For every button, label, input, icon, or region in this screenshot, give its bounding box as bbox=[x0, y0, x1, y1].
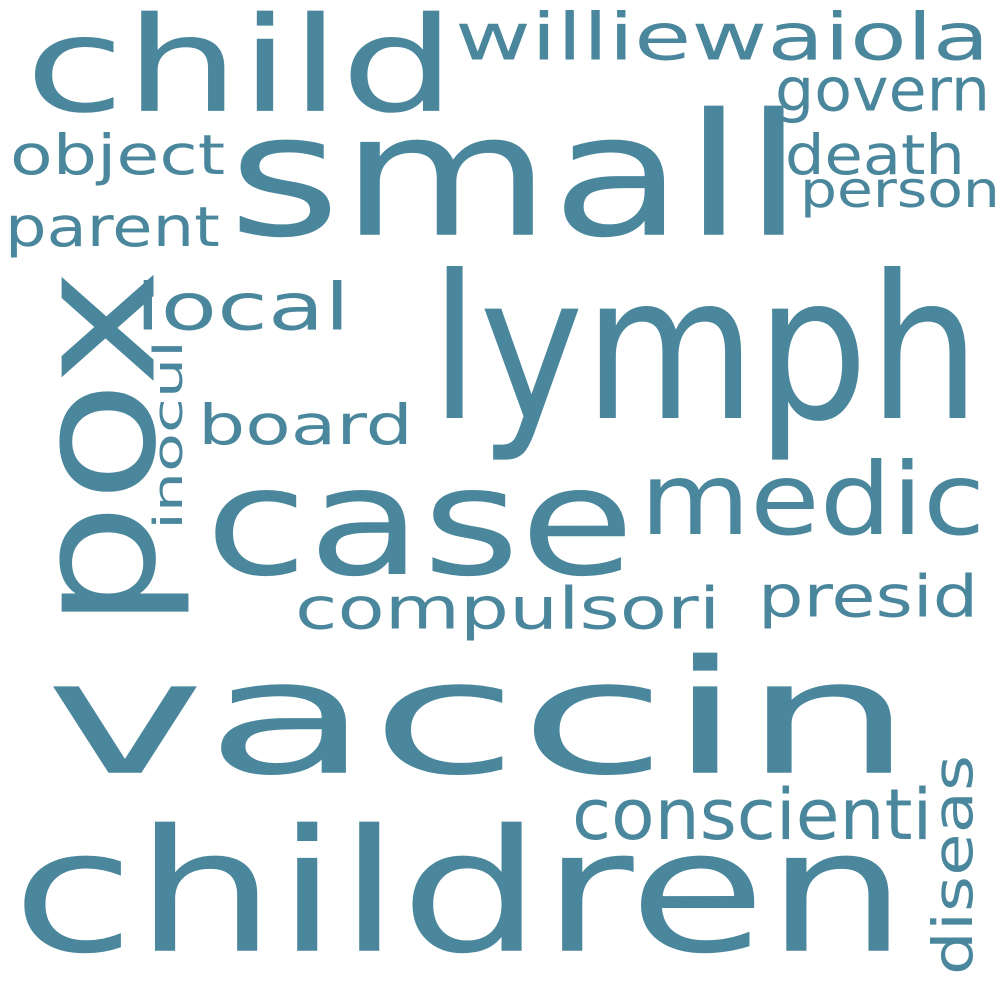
word-case: case bbox=[205, 434, 635, 610]
word-death: death bbox=[785, 123, 965, 188]
word-lymph: lymph bbox=[430, 232, 981, 466]
word-vaccin: vaccin bbox=[45, 625, 914, 811]
word-parent: parent bbox=[5, 195, 220, 260]
word-person: person bbox=[800, 160, 1000, 219]
word-children: children bbox=[12, 792, 908, 992]
word-small: small bbox=[228, 76, 804, 276]
word-local: local bbox=[135, 269, 351, 346]
word-conscienti: conscienti bbox=[572, 773, 933, 856]
word-williewaiola: williewaiola bbox=[455, 0, 990, 76]
word-board: board bbox=[198, 393, 413, 458]
word-inocul: inocul bbox=[144, 340, 191, 530]
word-compulsori: compulsori bbox=[295, 574, 721, 643]
word-presid: presid bbox=[758, 562, 979, 631]
word-govern: govern bbox=[775, 54, 991, 125]
word-diseas: diseas bbox=[920, 754, 985, 976]
word-object: object bbox=[10, 123, 226, 188]
word-medic: medic bbox=[640, 441, 986, 558]
word-child: child bbox=[25, 0, 456, 143]
